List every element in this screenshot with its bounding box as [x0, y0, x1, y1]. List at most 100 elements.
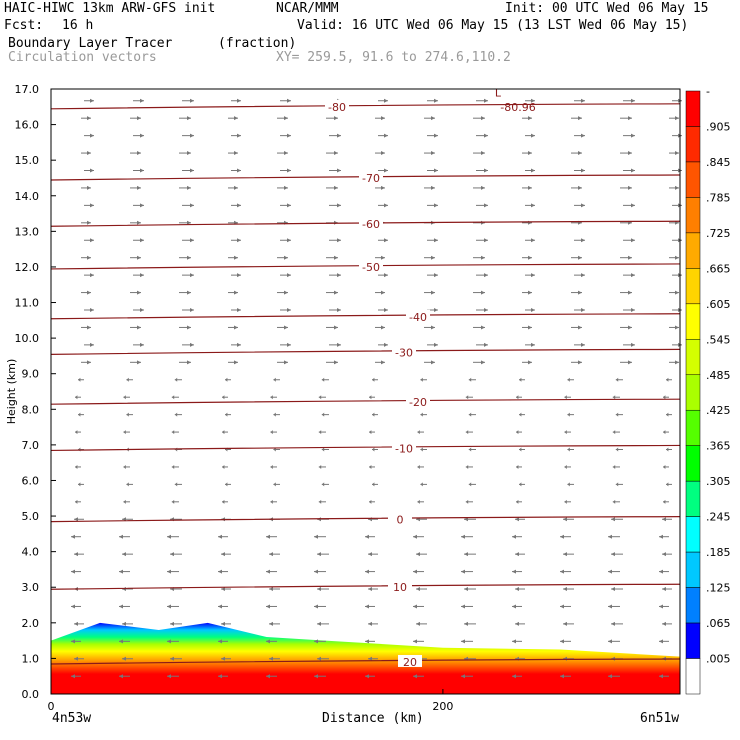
vector-head [516, 395, 519, 400]
vector-head [578, 185, 582, 190]
vector-head [140, 203, 144, 208]
vector-head [528, 116, 532, 121]
vector-head [74, 621, 78, 626]
vector-head [468, 482, 472, 487]
vector-head [140, 98, 144, 103]
temperature-contour [50, 583, 681, 590]
temperature-contour [50, 103, 681, 110]
vector-head [314, 569, 318, 574]
y-tick-label: 3.0 [22, 581, 40, 594]
vector-head [321, 412, 325, 417]
vector-head [368, 552, 372, 557]
vector-head [416, 621, 420, 626]
vector-head [516, 430, 519, 435]
vector-head [170, 621, 174, 626]
vector-head [174, 377, 178, 382]
vector-head [581, 238, 585, 243]
vector-head [481, 116, 485, 121]
vector-head [631, 203, 635, 208]
vector-head [222, 499, 225, 504]
contour-label-bg [359, 170, 383, 183]
vector-head [126, 412, 129, 417]
vector-head [266, 569, 270, 574]
colorbar-label: .905 [706, 120, 731, 133]
vector-head [663, 430, 666, 435]
vector-head [237, 273, 241, 278]
vector-head [337, 273, 341, 278]
y-tick-label: 7.0 [22, 439, 40, 452]
vector-head [431, 360, 435, 365]
vector-head [123, 395, 126, 400]
vector-head [337, 238, 341, 243]
vector-head [631, 133, 635, 138]
vector-head [71, 604, 75, 609]
vector-head [365, 569, 369, 574]
vector-head [368, 621, 372, 626]
vector-head [171, 430, 175, 435]
vector-head [468, 377, 472, 382]
vector-head [237, 168, 241, 173]
vector-head [167, 674, 171, 679]
vector-head [528, 255, 532, 260]
vector-head [218, 674, 222, 679]
contour-label-bg [325, 99, 349, 112]
vector-head [413, 674, 417, 679]
vector-head [365, 639, 369, 644]
vector-head [369, 430, 372, 435]
vector-head [578, 255, 582, 260]
low-marker: L [495, 87, 502, 100]
vector-head [519, 447, 522, 452]
vector-head [187, 255, 191, 260]
vector-head [578, 290, 582, 295]
vector-head [234, 290, 238, 295]
contour-label-bg [359, 259, 383, 272]
vector-head [234, 151, 238, 156]
vector-head [468, 412, 472, 417]
vector-head [516, 499, 519, 504]
vector-head [284, 290, 288, 295]
vector-head [481, 185, 485, 190]
vector-head [90, 273, 94, 278]
vector-head [612, 464, 616, 469]
vector-head [119, 674, 123, 679]
vector-head [481, 255, 485, 260]
vector-head [87, 290, 91, 295]
vector-head [531, 308, 535, 313]
vector-head [187, 151, 191, 156]
vector-head [675, 185, 679, 190]
vector-head [578, 360, 582, 365]
vector-head [666, 412, 669, 417]
vector-head [234, 185, 238, 190]
vector-head [317, 552, 321, 557]
vector-head [484, 203, 488, 208]
vector-head [515, 517, 519, 522]
vector-head [237, 203, 241, 208]
vector-head [384, 98, 388, 103]
vector-head [365, 604, 369, 609]
vector-head [368, 587, 372, 592]
vector-head [675, 151, 679, 156]
x-left-label: 4n53w [52, 711, 92, 726]
vector-head [190, 342, 194, 347]
contour-label: -80 [328, 101, 346, 114]
vector-head [190, 133, 194, 138]
vector-head [287, 133, 291, 138]
vector-head [119, 534, 123, 539]
vector-head [87, 255, 91, 260]
temperature-contour [50, 516, 681, 523]
org-label: NCAR/MMM [276, 1, 339, 16]
colorbar-swatch [685, 587, 701, 624]
y-axis-label: Height (km) [5, 359, 18, 425]
vector-head [434, 273, 438, 278]
vector-head [122, 621, 126, 626]
vector-head [608, 674, 612, 679]
vector-head [140, 273, 144, 278]
vector-head [221, 656, 225, 661]
vector-head [225, 482, 228, 487]
colorbar-swatch [685, 268, 701, 305]
vector-head [484, 98, 488, 103]
vector-head [71, 639, 75, 644]
colorbar-label: .425 [706, 404, 731, 417]
vector-head [266, 674, 270, 679]
valid-time: Valid: 16 UTC Wed 06 May 15 (13 LST Wed … [297, 18, 689, 33]
